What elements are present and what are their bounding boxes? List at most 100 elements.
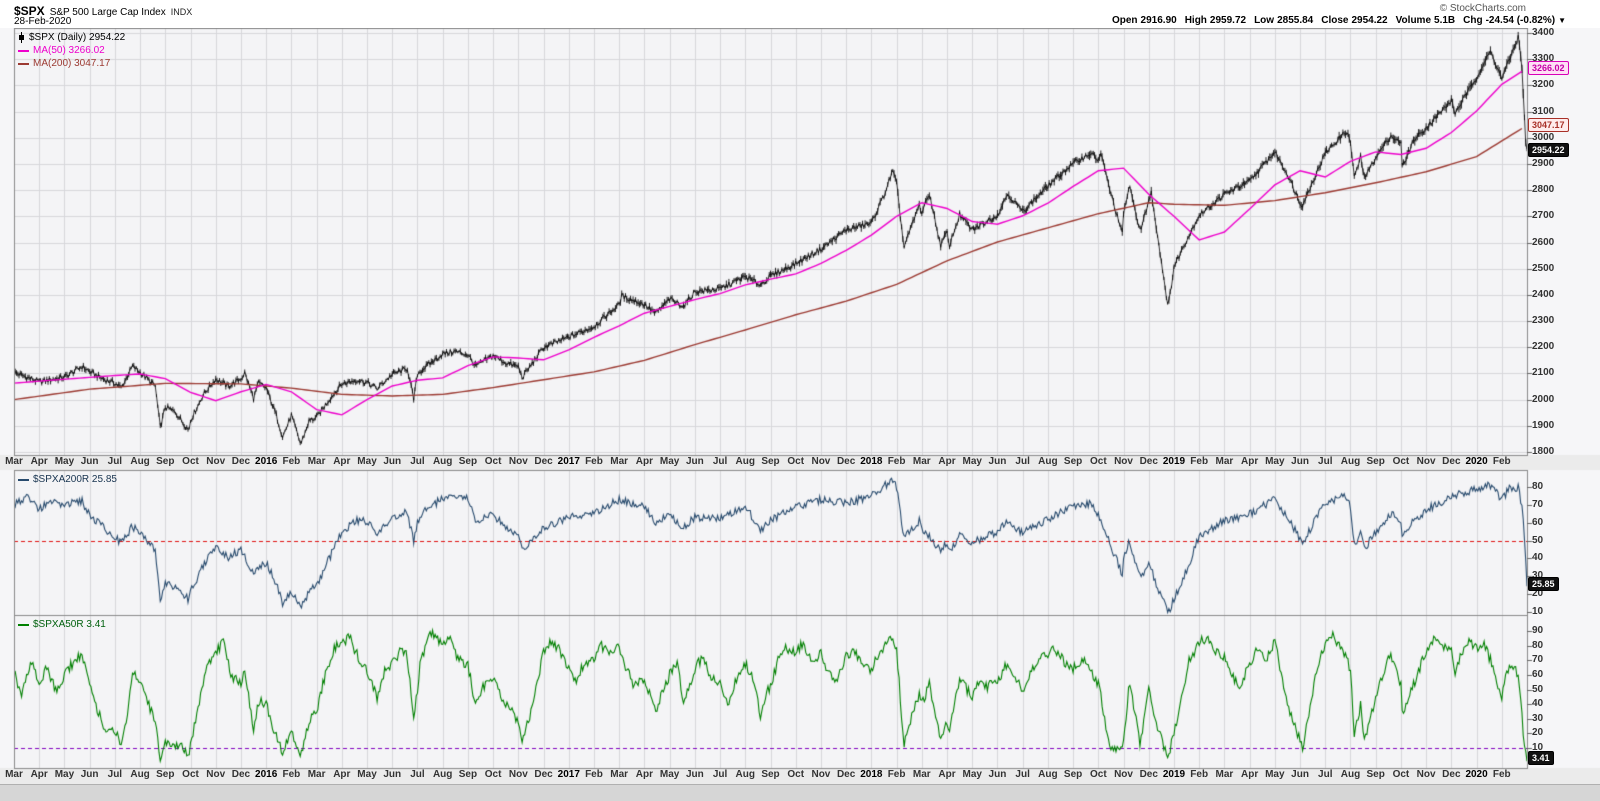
x-axis-month-label: Mar <box>912 769 931 780</box>
y-axis-tick-label: 2600 <box>1532 236 1555 248</box>
quote-value: 2959.72 <box>1209 15 1247 26</box>
x-axis-month-label: May <box>659 456 680 467</box>
y-axis-tick-label: 1900 <box>1532 419 1555 431</box>
x-axis-month-label: Mar <box>610 456 629 467</box>
x-axis-month-label: Jul <box>1015 456 1030 467</box>
x-axis-month-label: 2020 <box>1465 769 1488 780</box>
y-axis-tick-label: 80 <box>1532 639 1544 651</box>
y-axis-tick-label: 40 <box>1532 552 1544 564</box>
x-axis-month-label: Nov <box>811 456 831 467</box>
x-axis-month-label: Oct <box>1089 456 1107 467</box>
legend-ma50-label: MA(50) 3266.02 <box>33 45 105 56</box>
x-axis-month-label: Sep <box>156 456 175 467</box>
x-axis-month-label: May <box>357 456 377 467</box>
x-axis-month-label: Sep <box>458 769 478 780</box>
x-axis-month-label: Oct <box>182 456 199 467</box>
x-axis-month-label: Jul <box>1318 456 1333 467</box>
a200r-last-value-label: 25.85 <box>1528 576 1559 591</box>
x-axis-month-label: Sep <box>1063 769 1083 780</box>
quote-value: 2916.90 <box>1140 15 1177 26</box>
x-axis-month-label: Jul <box>712 456 728 467</box>
x-axis-month-label: Oct <box>1392 769 1410 780</box>
y-axis-tick-label: 3200 <box>1532 79 1555 91</box>
ma50-last-price-label: 3266.02 <box>1528 61 1569 76</box>
x-axis-month-label: Feb <box>282 456 301 467</box>
quote-bar: Open 2916.90 High 2959.72 Low 2855.84 Close 295… <box>1104 15 1566 26</box>
y-axis-tick-label: 2400 <box>1532 288 1555 300</box>
x-axis-month-label: Apr <box>333 769 351 780</box>
x-axis-month-label: May <box>54 769 75 780</box>
x-axis-month-label: Oct <box>1392 456 1410 467</box>
x-axis-month-label: Jun <box>383 456 402 467</box>
y-axis-tick-label: 80 <box>1532 481 1544 492</box>
x-axis-month-label: Nov <box>206 769 226 780</box>
x-axis-month-label: Feb <box>1190 456 1209 467</box>
x-axis-month-label: Nov <box>508 769 528 780</box>
candlestick-icon <box>18 32 25 43</box>
footer-bar <box>0 784 1600 801</box>
y-axis-tick-label: 40 <box>1532 698 1544 710</box>
spx-last-price-label: 2954.22 <box>1528 142 1569 157</box>
y-axis-tick-label: 2900 <box>1532 157 1555 169</box>
x-axis-month-label: Apr <box>938 456 956 467</box>
x-axis-month-label: Dec <box>534 769 553 780</box>
x-axis-month-label: 2017 <box>557 769 580 780</box>
main-panel-legend: $SPX (Daily) 2954.22 MA(50) 3266.02 MA(2… <box>18 31 125 70</box>
x-axis-month-label: Nov <box>1416 456 1436 467</box>
legend-row-ma200: MA(200) 3047.17 <box>18 57 125 70</box>
quote-label: Chg <box>1463 15 1483 26</box>
x-axis-month-label: Oct <box>787 769 805 780</box>
x-axis-month-label: Mar <box>1215 456 1234 467</box>
x-axis-month-label: Aug <box>432 456 453 467</box>
x-axis-month-label: Nov <box>1114 769 1133 780</box>
x-axis-month-label: 2016 <box>255 456 278 467</box>
x-axis-month-label: Dec <box>836 456 856 467</box>
x-axis-month-label: Apr <box>635 769 654 780</box>
quote-label: High <box>1184 15 1207 26</box>
x-axis-month-label: May <box>1265 769 1285 780</box>
x-axis-month-label: 2018 <box>860 769 883 780</box>
x-axis-month-label: Jun <box>685 769 704 780</box>
x-axis-month-label: Aug <box>130 769 150 780</box>
x-axis-month-label: May <box>357 769 377 780</box>
copyright-text: © StockCharts.com <box>1439 3 1526 14</box>
x-axis-month-label: Aug <box>1340 769 1361 780</box>
y-axis-tick-label: 70 <box>1532 498 1544 510</box>
x-axis-month-label: Dec <box>534 456 553 467</box>
quote-value: 2954.22 <box>1351 15 1388 26</box>
x-axis-month-label: Nov <box>1114 456 1133 467</box>
y-axis-tick-label: 3000 <box>1532 131 1555 143</box>
x-axis-month-label: Aug <box>432 769 453 780</box>
chart-canvas <box>0 28 1600 784</box>
y-axis-tick-label: 3400 <box>1532 27 1555 38</box>
x-axis-month-label: Feb <box>887 456 906 467</box>
y-axis-tick-label: 30 <box>1532 570 1544 582</box>
x-axis-month-label: Apr <box>635 456 654 467</box>
x-axis-month-label: Apr <box>30 769 48 780</box>
quote-value: -24.54 (-0.82%) <box>1485 15 1556 26</box>
x-axis-month-label: May <box>1265 456 1285 467</box>
y-axis-tick-label: 10 <box>1532 742 1544 753</box>
quote-value: 5.1B <box>1434 15 1456 26</box>
legend-a50r-label: $SPXA50R 3.41 <box>33 619 106 630</box>
x-axis-month-label: Nov <box>1416 769 1436 780</box>
x-axis-month-label: Oct <box>1089 769 1107 780</box>
x-axis-month-label: Feb <box>1190 769 1209 780</box>
x-axis-month-label: Feb <box>585 456 603 467</box>
y-axis-tick-label: 50 <box>1532 534 1544 546</box>
x-axis-month-label: Jul <box>107 456 123 467</box>
x-axis-month-label: Aug <box>1038 456 1058 467</box>
x-axis-month-label: Nov <box>811 769 831 780</box>
x-axis-month-label: 2019 <box>1162 769 1186 780</box>
exchange-label: INDX <box>170 7 193 17</box>
ma200-line-icon <box>18 62 29 65</box>
x-axis-month-label: 2016 <box>255 769 278 780</box>
ma50-line-icon <box>18 49 29 52</box>
y-axis-tick-label: 50 <box>1532 683 1544 695</box>
x-axis-month-label: Jun <box>383 769 402 780</box>
x-axis-month-label: Apr <box>333 456 351 467</box>
quote-label: Volume <box>1395 15 1432 26</box>
a50r-last-value-label: 3.41 <box>1528 750 1554 765</box>
symbol: $SPX <box>14 4 45 18</box>
x-axis-month-label: Dec <box>836 769 856 780</box>
